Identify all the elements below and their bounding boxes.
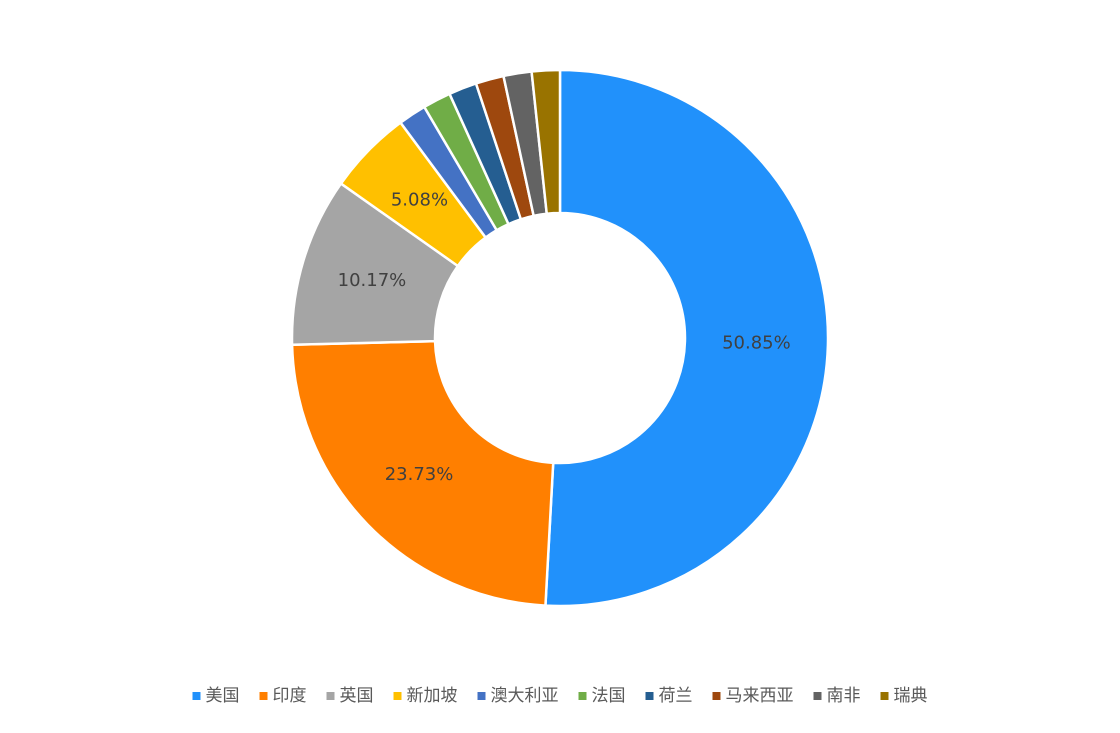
legend-swatch	[578, 692, 587, 700]
legend-item: 南非	[813, 686, 861, 706]
legend-item: 印度	[259, 686, 307, 706]
legend-item: 新加坡	[393, 686, 458, 706]
legend-label: 马来西亚	[726, 686, 794, 706]
legend-item: 瑞典	[880, 686, 928, 706]
data-label: 10.17%	[338, 270, 407, 291]
legend-swatch	[259, 692, 268, 700]
legend-label: 美国	[206, 686, 240, 706]
data-label: 5.08%	[391, 190, 448, 211]
legend-label: 新加坡	[407, 686, 458, 706]
legend-swatch	[477, 692, 486, 700]
legend-swatch	[326, 692, 335, 700]
slice	[530, 68, 562, 216]
data-label: 23.73%	[385, 464, 454, 485]
legend-item: 英国	[326, 686, 374, 706]
legend-label: 南非	[827, 686, 861, 706]
legend-swatch	[645, 692, 654, 700]
legend: 美国 印度 英国 新加坡 澳大利亚 法国 荷兰 马来西亚 南非 瑞典	[192, 686, 928, 706]
data-label: 50.85%	[722, 332, 791, 353]
legend-label: 澳大利亚	[491, 686, 559, 706]
legend-swatch	[393, 692, 402, 700]
legend-item: 荷兰	[645, 686, 693, 706]
legend-swatch	[813, 692, 822, 700]
legend-label: 英国	[340, 686, 374, 706]
slice	[544, 68, 830, 608]
legend-label: 法国	[592, 686, 626, 706]
legend-swatch	[712, 692, 721, 700]
legend-item: 法国	[578, 686, 626, 706]
legend-item: 马来西亚	[712, 686, 794, 706]
legend-label: 印度	[273, 686, 307, 706]
legend-swatch	[880, 692, 889, 700]
donut: 50.85% 23.73% 10.17% 5.08%	[290, 68, 830, 608]
legend-item: 美国	[192, 686, 240, 706]
legend-label: 荷兰	[659, 686, 693, 706]
legend-item: 澳大利亚	[477, 686, 559, 706]
legend-swatch	[192, 692, 201, 700]
slice	[290, 339, 555, 607]
legend-label: 瑞典	[894, 686, 928, 706]
